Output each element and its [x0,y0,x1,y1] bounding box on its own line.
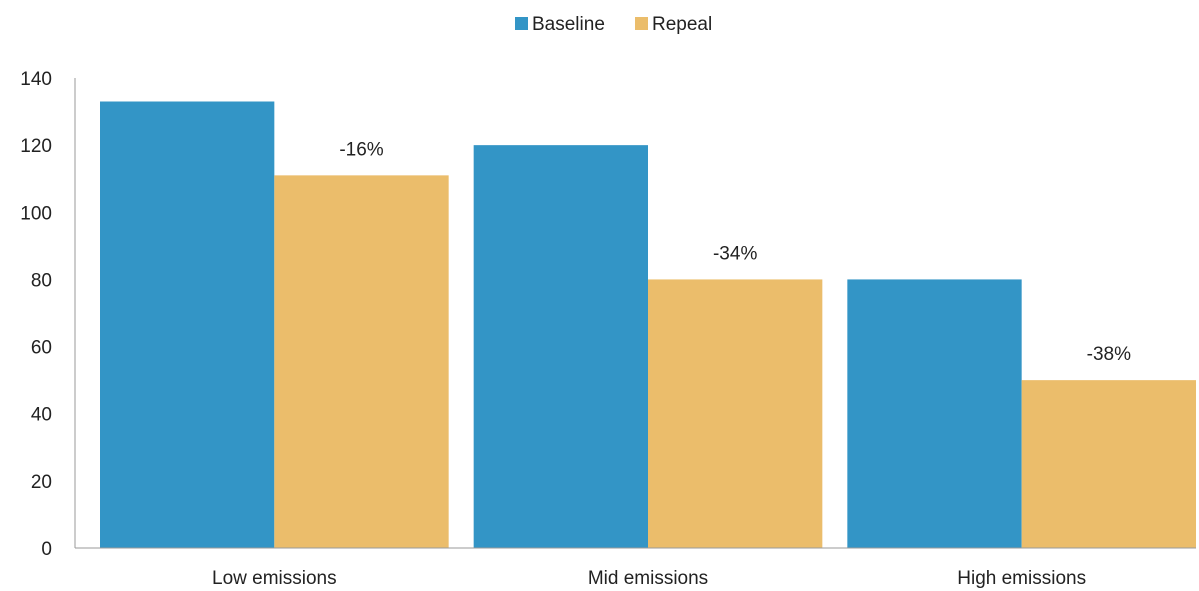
x-tick-label: Low emissions [212,568,337,589]
y-tick-label: 40 [31,405,52,426]
y-tick-label: 140 [20,69,52,90]
bars [100,101,1196,548]
legend: Baseline Repeal [515,14,712,35]
y-axis: 0 20 40 60 80 100 120 140 [20,69,76,560]
y-tick-label: 60 [31,338,52,359]
legend-swatch-repeal [635,17,648,30]
data-labels: -16% -34% -38% [339,139,1131,365]
x-axis: Low emissions Mid emissions High emissions [75,547,1196,589]
legend-label-repeal: Repeal [652,14,712,35]
legend-label-baseline: Baseline [532,14,605,35]
change-label: -16% [339,139,383,160]
legend-swatch-baseline [515,17,528,30]
y-tick-label: 120 [20,136,52,157]
bar-repeal-2 [648,279,823,548]
x-tick-label: High emissions [957,568,1086,589]
x-tick-label: Mid emissions [588,568,708,589]
change-label: -34% [713,243,757,264]
bar-baseline-2 [473,145,648,548]
bar-repeal-3 [1021,380,1196,548]
bar-repeal-1 [274,175,449,548]
y-tick-label: 20 [31,472,52,493]
change-label: -38% [1087,344,1131,365]
bar-baseline-1 [100,101,275,548]
y-tick-label: 0 [41,539,52,560]
y-tick-label: 100 [20,203,52,224]
bar-baseline-3 [847,279,1022,548]
y-tick-label: 80 [31,270,52,291]
